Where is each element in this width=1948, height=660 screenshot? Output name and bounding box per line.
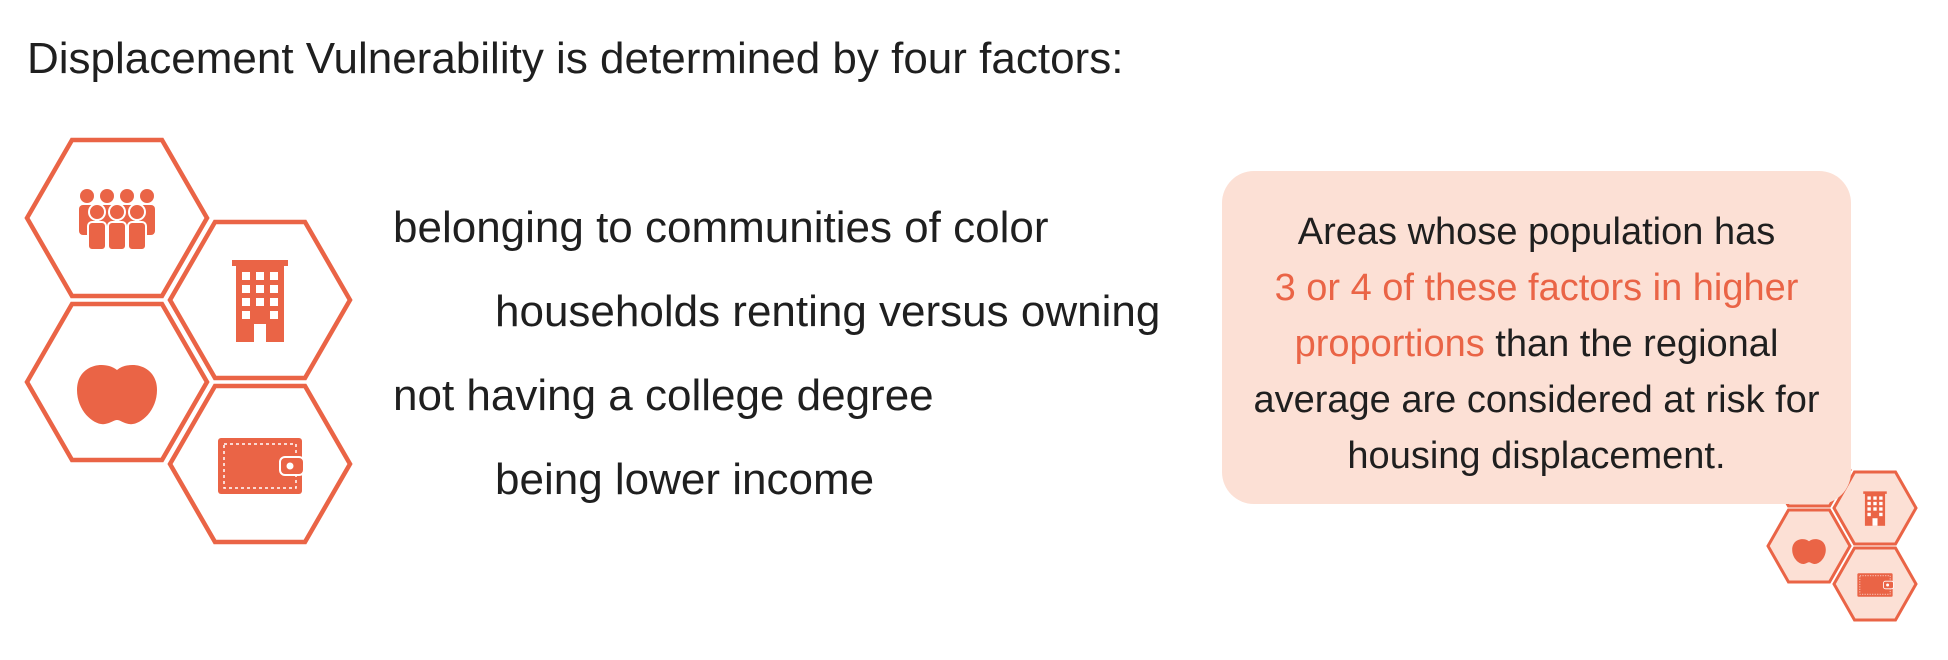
factor-no-college-degree: not having a college degree	[393, 371, 934, 420]
factor-renting-versus-owning: households renting versus owning	[495, 287, 1161, 336]
small-wallet-icon	[1856, 572, 1894, 598]
apartment-building-icon	[232, 260, 288, 342]
callout-box	[1222, 171, 1851, 504]
factor-communities-of-color: belonging to communities of color	[393, 203, 1049, 252]
factor-lower-income: being lower income	[495, 455, 875, 504]
page-title: Displacement Vulnerability is determined…	[27, 34, 1124, 83]
callout-line-4: average are considered at risk for	[1253, 379, 1820, 421]
callout-line-3: proportions than the regional	[1222, 316, 1851, 372]
callout-line-1: Areas whose population has	[1297, 211, 1776, 253]
callout-line-3-rest: than the regional	[1484, 323, 1779, 365]
callout-highlight-line-2: proportions	[1294, 323, 1485, 365]
callout-highlight-line-1: 3 or 4 of these factors in higher	[1274, 267, 1799, 309]
callout-line-5: housing displacement.	[1347, 435, 1726, 477]
people-group-icon	[78, 188, 156, 251]
wallet-icon	[217, 437, 305, 495]
small-apartment-building-icon	[1863, 491, 1887, 526]
apple-icon	[77, 348, 157, 425]
callout-text: Areas whose population has 3 or 4 of the…	[1222, 204, 1851, 484]
